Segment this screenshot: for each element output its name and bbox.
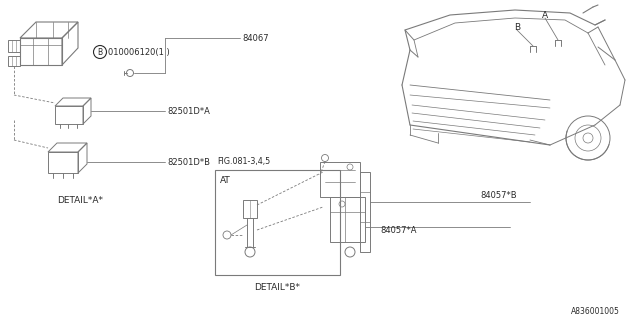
Text: 82501D*A: 82501D*A bbox=[167, 107, 210, 116]
Text: AT: AT bbox=[220, 175, 231, 185]
Text: 84057*B: 84057*B bbox=[480, 191, 516, 200]
Text: A: A bbox=[542, 11, 548, 20]
Text: DETAIL*A*: DETAIL*A* bbox=[57, 196, 103, 204]
Text: 82501D*B: 82501D*B bbox=[167, 157, 210, 166]
Text: DETAIL*B*: DETAIL*B* bbox=[254, 283, 300, 292]
Text: 010006120(1 ): 010006120(1 ) bbox=[108, 47, 170, 57]
Text: 84057*A: 84057*A bbox=[380, 226, 417, 235]
Text: A836001005: A836001005 bbox=[571, 308, 620, 316]
Bar bbox=[215, 170, 340, 275]
Text: FIG.081-3,4,5: FIG.081-3,4,5 bbox=[217, 157, 270, 166]
Text: B: B bbox=[514, 22, 520, 31]
Text: B: B bbox=[97, 47, 102, 57]
Text: 84067: 84067 bbox=[242, 34, 269, 43]
